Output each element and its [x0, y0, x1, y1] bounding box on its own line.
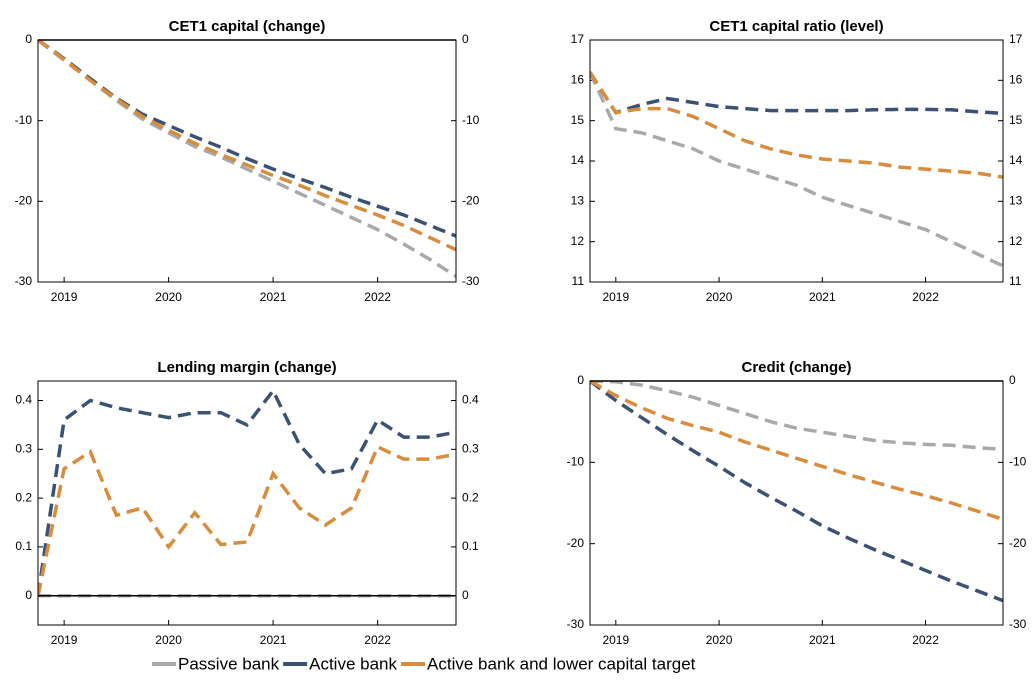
- y2-tick-label: 15: [1009, 113, 1023, 127]
- legend-label: Active bank: [309, 654, 397, 673]
- y2-tick-label: 0.1: [462, 539, 479, 553]
- x-tick-label: 2020: [706, 290, 733, 304]
- x-tick-label: 2021: [809, 290, 836, 304]
- y2-tick-label: 0: [462, 588, 469, 602]
- y-tick-label: 17: [571, 32, 585, 46]
- y-tick-label: 14: [571, 153, 585, 167]
- y2-tick-label: 0: [462, 32, 469, 46]
- y2-tick-label: 0: [1009, 373, 1016, 387]
- y2-tick-label: 0.3: [462, 441, 479, 455]
- legend-label: Passive bank: [178, 654, 280, 673]
- y2-tick-label: 11: [1009, 274, 1022, 288]
- y-tick-label: -10: [15, 113, 33, 127]
- x-tick-label: 2019: [602, 633, 629, 647]
- chart-title: Lending margin (change): [157, 359, 336, 376]
- y-tick-label: 0: [577, 373, 584, 387]
- x-tick-label: 2019: [602, 290, 629, 304]
- y2-tick-label: -20: [1009, 536, 1027, 550]
- chart-title: CET1 capital (change): [169, 18, 326, 35]
- series-line: [590, 71, 1003, 179]
- series-line: [590, 71, 1003, 116]
- y2-tick-label: 14: [1009, 153, 1023, 167]
- y-tick-label: 13: [571, 194, 585, 208]
- y-tick-label: 0: [25, 588, 32, 602]
- y2-tick-label: -20: [462, 194, 480, 208]
- x-tick-label: 2020: [706, 633, 733, 647]
- x-tick-label: 2022: [364, 633, 391, 647]
- x-tick-label: 2021: [809, 633, 836, 647]
- x-tick-label: 2022: [912, 633, 939, 647]
- legend-label: Active bank and lower capital target: [427, 654, 696, 673]
- series-line: [590, 381, 1003, 603]
- x-tick-label: 2021: [260, 290, 287, 304]
- y2-tick-label: 17: [1009, 32, 1023, 46]
- x-tick-label: 2021: [260, 633, 287, 647]
- x-tick-label: 2019: [51, 290, 78, 304]
- y-tick-label: -30: [15, 274, 33, 288]
- series-line: [38, 444, 456, 597]
- chart-title: CET1 capital ratio (level): [709, 18, 883, 35]
- x-tick-label: 2022: [364, 290, 391, 304]
- y-tick-label: 0.2: [15, 490, 32, 504]
- series-line: [38, 40, 456, 252]
- chart-title: Credit (change): [741, 359, 851, 376]
- y-tick-label: 15: [571, 113, 585, 127]
- y-tick-label: 0.1: [15, 539, 32, 553]
- y2-tick-label: 0.2: [462, 490, 479, 504]
- x-tick-label: 2022: [912, 290, 939, 304]
- plot-frame: [37, 39, 457, 283]
- y2-tick-label: 0.4: [462, 393, 479, 407]
- x-tick-label: 2020: [155, 633, 182, 647]
- series-line: [590, 381, 1003, 521]
- y2-tick-label: -30: [462, 274, 480, 288]
- plot-frame: [37, 380, 457, 626]
- y2-tick-label: 16: [1009, 73, 1023, 87]
- y-tick-label: 12: [571, 234, 585, 248]
- y-tick-label: -20: [15, 194, 33, 208]
- y2-tick-label: -10: [1009, 455, 1027, 469]
- y-tick-label: 0.3: [15, 441, 32, 455]
- y-tick-label: -20: [567, 536, 585, 550]
- y2-tick-label: -10: [462, 113, 480, 127]
- plot-frame: [589, 39, 1004, 283]
- y-tick-label: 16: [571, 73, 585, 87]
- series-line: [38, 387, 456, 596]
- y-tick-label: 0.4: [15, 393, 32, 407]
- plot-frame: [589, 380, 1004, 626]
- y-tick-label: -30: [567, 617, 585, 631]
- y-tick-label: 0: [25, 32, 32, 46]
- x-tick-label: 2020: [155, 290, 182, 304]
- series-line: [590, 381, 1003, 452]
- y-tick-label: 11: [572, 274, 585, 288]
- series-line: [38, 40, 456, 238]
- y-tick-label: -10: [567, 455, 585, 469]
- y2-tick-label: 12: [1009, 234, 1023, 248]
- y2-tick-label: 13: [1009, 194, 1023, 208]
- y2-tick-label: -30: [1009, 617, 1027, 631]
- series-line: [590, 71, 1003, 268]
- x-tick-label: 2019: [51, 633, 78, 647]
